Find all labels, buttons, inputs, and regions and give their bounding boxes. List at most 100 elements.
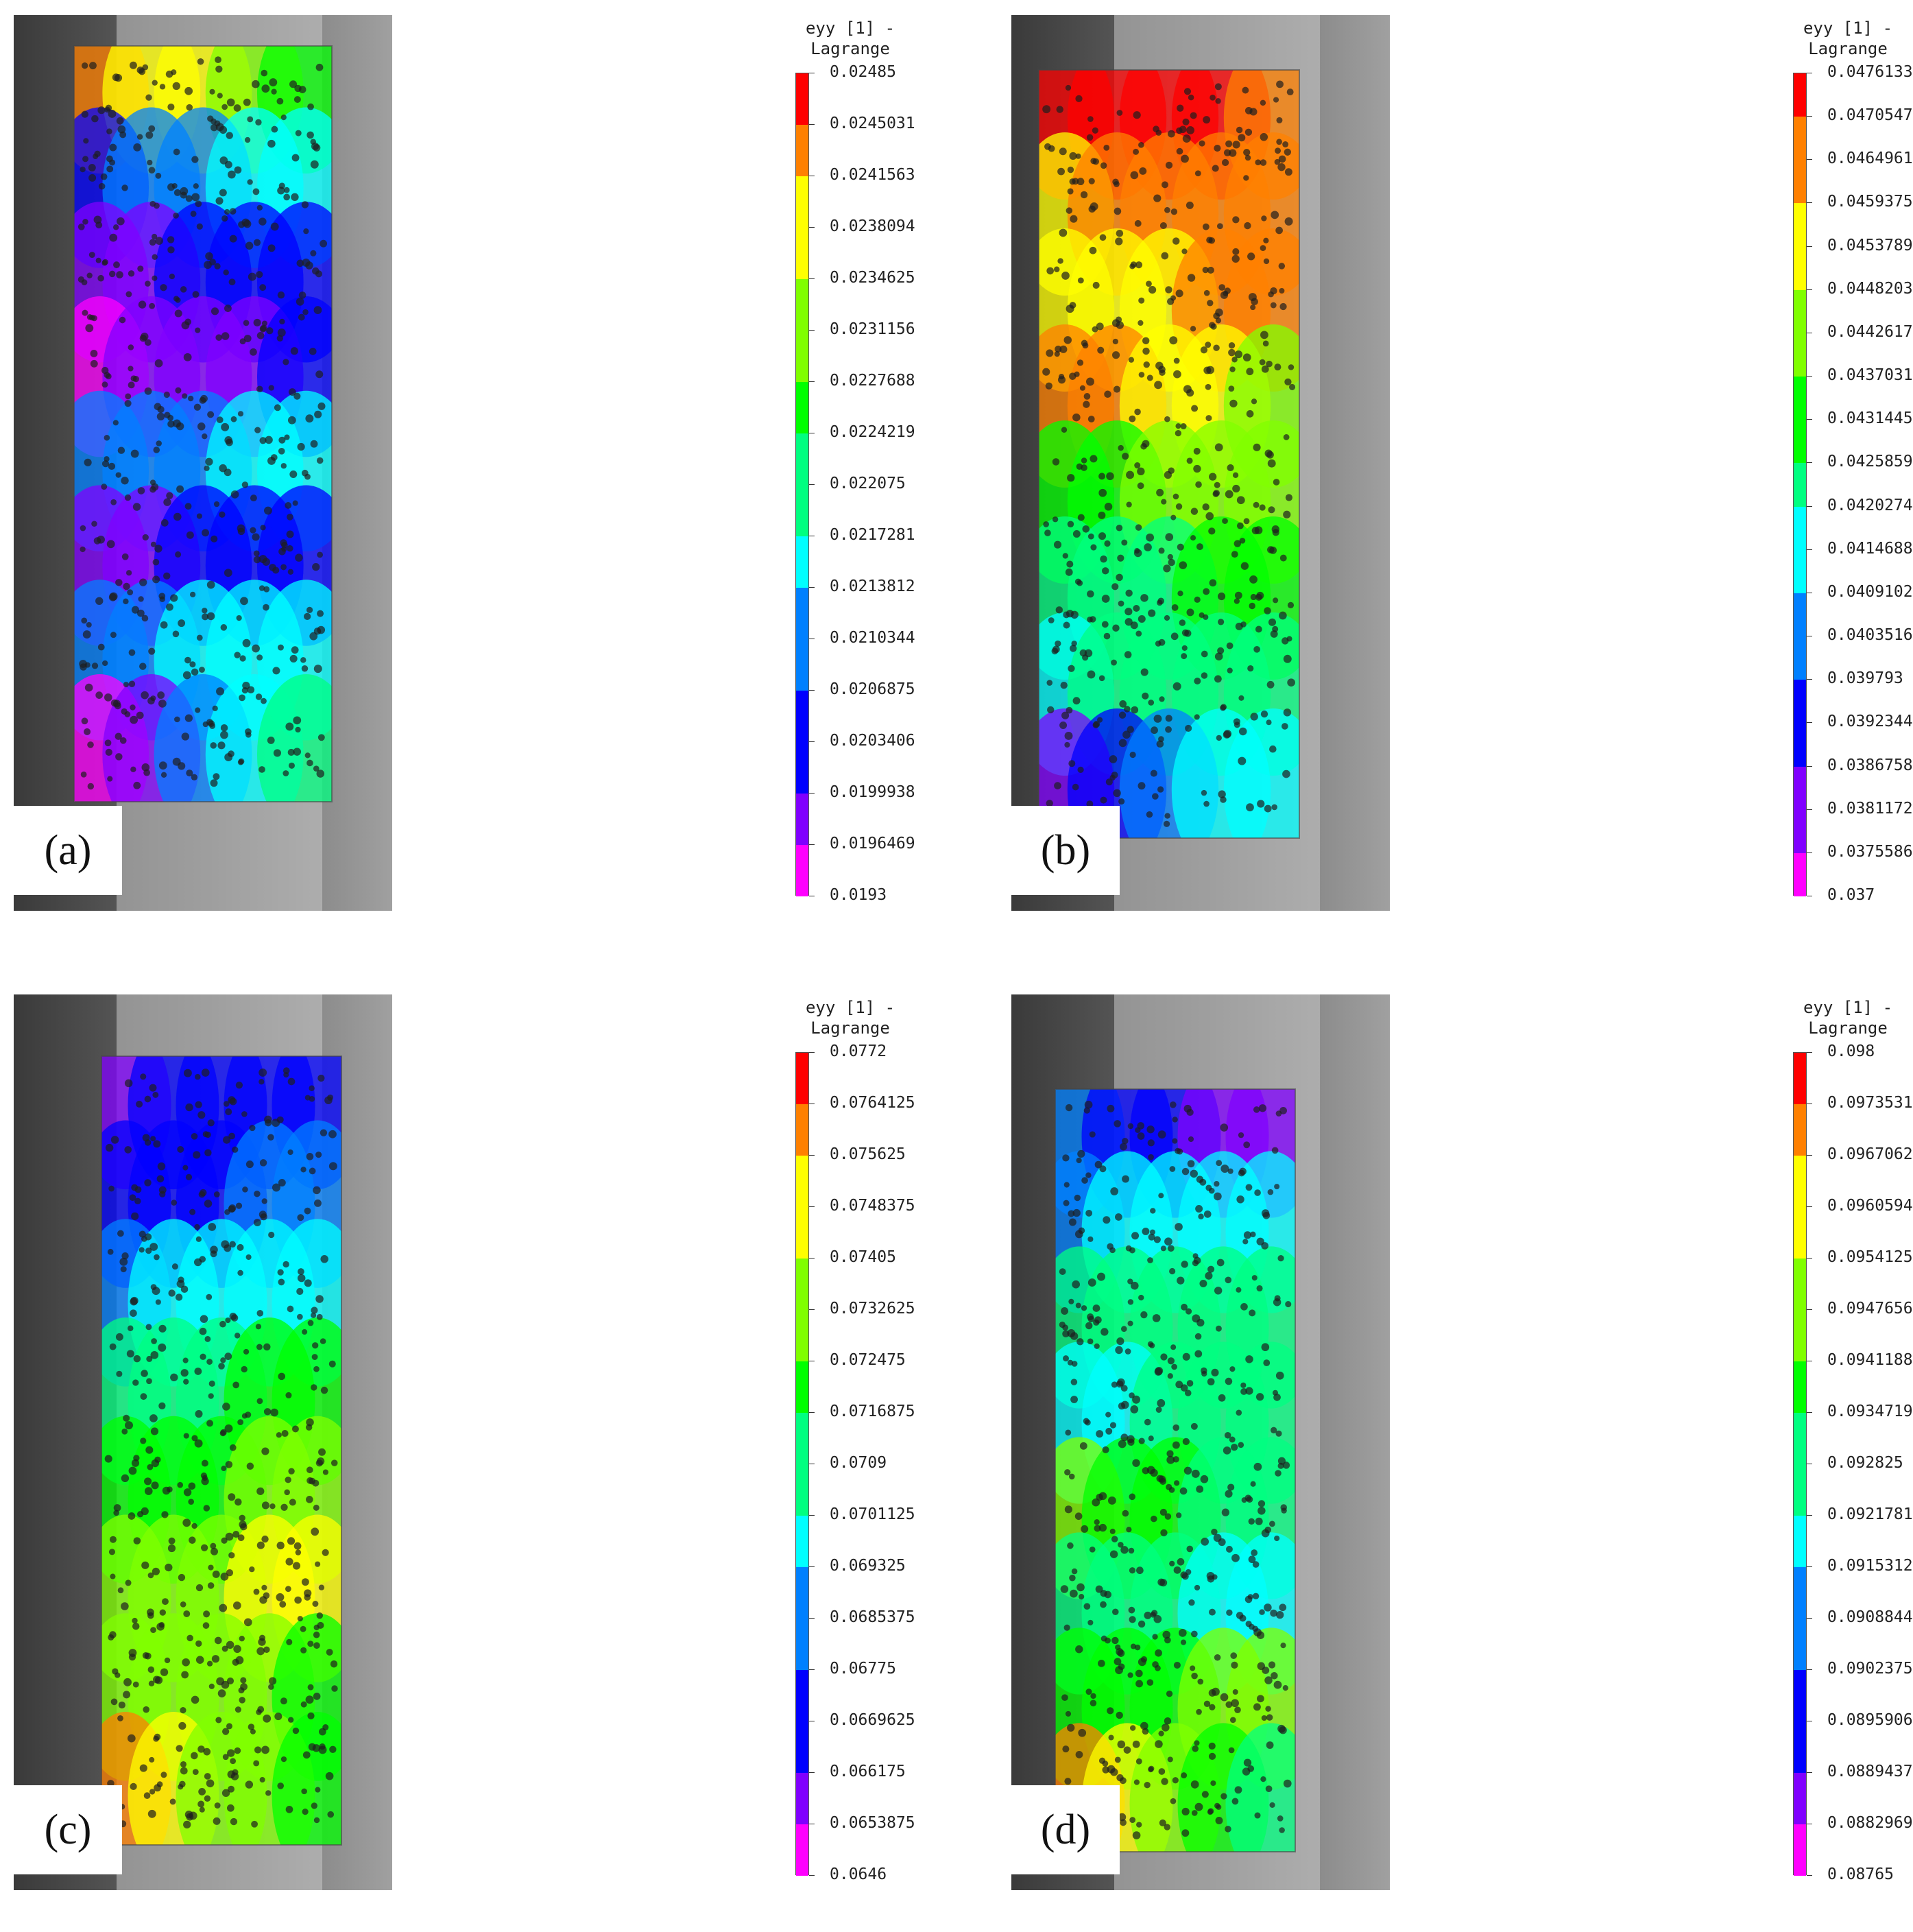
speckle-dot	[272, 1183, 280, 1192]
speckle-dot	[235, 1656, 244, 1665]
speckle-dot	[1243, 1141, 1251, 1149]
speckle-dot	[245, 1160, 254, 1169]
speckle-dot	[1100, 555, 1107, 563]
speckle-dot	[1193, 447, 1201, 455]
speckle-dot	[145, 94, 152, 101]
colorbar-segment	[796, 1670, 808, 1721]
speckle-dot	[1256, 1695, 1264, 1703]
speckle-dot	[327, 1811, 335, 1818]
speckle-dot	[1074, 1512, 1083, 1520]
speckle-dot	[1214, 145, 1221, 152]
speckle-dot	[1109, 755, 1118, 763]
speckle-dot	[152, 254, 158, 260]
colorbar-tick-label: 0.0772	[830, 1042, 887, 1060]
strain-contours	[1055, 1089, 1295, 1852]
speckle-dot	[1238, 1169, 1245, 1177]
speckle-dot	[287, 569, 294, 575]
speckle-dot	[123, 1678, 132, 1686]
colorbar-tick-label: 0.0238094	[830, 217, 915, 235]
speckle-dot	[232, 1601, 241, 1610]
speckle-dot	[1249, 575, 1258, 584]
speckle-dot	[1164, 1824, 1170, 1830]
speckle-dot	[1094, 1519, 1100, 1525]
speckle-dot	[143, 1792, 151, 1799]
speckle-dot	[1157, 1399, 1166, 1407]
speckle-dot	[1260, 710, 1268, 718]
speckle-dot	[177, 1145, 184, 1153]
speckle-dot	[1202, 267, 1209, 274]
speckle-dot	[268, 1231, 275, 1239]
speckle-dot	[1102, 567, 1109, 575]
speckle-dot	[131, 1459, 140, 1467]
speckle-dot	[234, 1333, 241, 1339]
speckle-dot	[132, 503, 141, 511]
speckle-dot	[1064, 1505, 1072, 1514]
colorbar-segment	[796, 742, 808, 794]
speckle-dot	[108, 462, 116, 470]
speckle-dot	[214, 1802, 221, 1809]
speckle-dot	[1116, 110, 1123, 116]
speckle-dot	[1255, 1517, 1263, 1525]
speckle-dot	[183, 1433, 189, 1439]
speckle-dot	[82, 62, 88, 69]
speckle-dot	[1065, 1710, 1072, 1717]
speckle-dot	[147, 1572, 154, 1579]
speckle-dot	[1138, 320, 1144, 326]
speckle-dot	[239, 1514, 245, 1522]
speckle-dot	[1276, 1610, 1284, 1619]
speckle-dot	[104, 1455, 112, 1463]
speckle-dot	[257, 1706, 265, 1713]
colorbar-tick-label: 0.02485	[830, 63, 896, 81]
speckle-dot	[1221, 158, 1229, 167]
speckle-dot	[1250, 305, 1256, 311]
speckle-dot	[236, 615, 242, 621]
speckle-dot	[1152, 793, 1159, 800]
colorbar-ticks: 0.098 0.0973531 0.0967062 0.0960594 0.095412…	[1793, 1042, 1913, 1883]
speckle-dot	[310, 160, 319, 169]
speckle-dot	[1250, 593, 1257, 601]
speckle-dot	[137, 265, 144, 272]
speckle-dot	[1131, 1281, 1139, 1290]
speckle-dot	[1114, 207, 1122, 215]
speckle-dot	[1104, 1590, 1111, 1599]
speckle-dot	[1136, 1822, 1142, 1828]
speckle-dot	[1156, 488, 1164, 497]
speckle-dot	[304, 752, 311, 759]
speckle-dot	[168, 1289, 176, 1297]
speckle-dot	[1270, 1609, 1277, 1617]
speckle-dot	[229, 235, 237, 243]
speckle-dot	[1201, 1791, 1209, 1798]
speckle-dot	[1116, 1337, 1124, 1346]
speckle-dot	[296, 298, 304, 306]
speckle-dot	[1251, 1275, 1258, 1281]
speckle-dot	[1185, 1308, 1192, 1315]
speckle-dot	[217, 741, 226, 750]
speckle-dot	[172, 630, 180, 638]
speckle-dot	[214, 263, 221, 270]
speckle-dot	[128, 649, 136, 656]
speckle-dot	[1096, 1430, 1104, 1438]
colorbar-tick-label: 0.0908844	[1827, 1608, 1913, 1626]
speckle-dot	[1173, 357, 1180, 364]
speckle-dot	[179, 1780, 186, 1788]
speckle-dot	[1196, 1176, 1204, 1183]
speckle-dot	[1203, 588, 1210, 595]
speckle-dot	[1213, 344, 1220, 351]
speckle-dot	[228, 170, 236, 179]
speckle-dot	[1167, 553, 1173, 560]
speckle-dot	[1210, 94, 1216, 101]
speckle-dot	[1146, 1125, 1155, 1134]
speckle-dot	[1158, 639, 1166, 646]
speckle-dot	[240, 1677, 247, 1684]
speckle-dot	[1083, 1418, 1090, 1424]
speckle-dot	[277, 1782, 285, 1789]
speckle-dot	[295, 1549, 302, 1555]
speckle-dot	[124, 1079, 133, 1088]
speckle-dot	[287, 1305, 294, 1313]
speckle-dot	[1181, 1261, 1188, 1268]
speckle-dot	[137, 1511, 144, 1518]
speckle-dot	[1155, 1665, 1161, 1671]
speckle-dot	[1053, 540, 1062, 549]
speckle-dot	[244, 136, 251, 143]
speckle-dot	[1268, 618, 1277, 626]
